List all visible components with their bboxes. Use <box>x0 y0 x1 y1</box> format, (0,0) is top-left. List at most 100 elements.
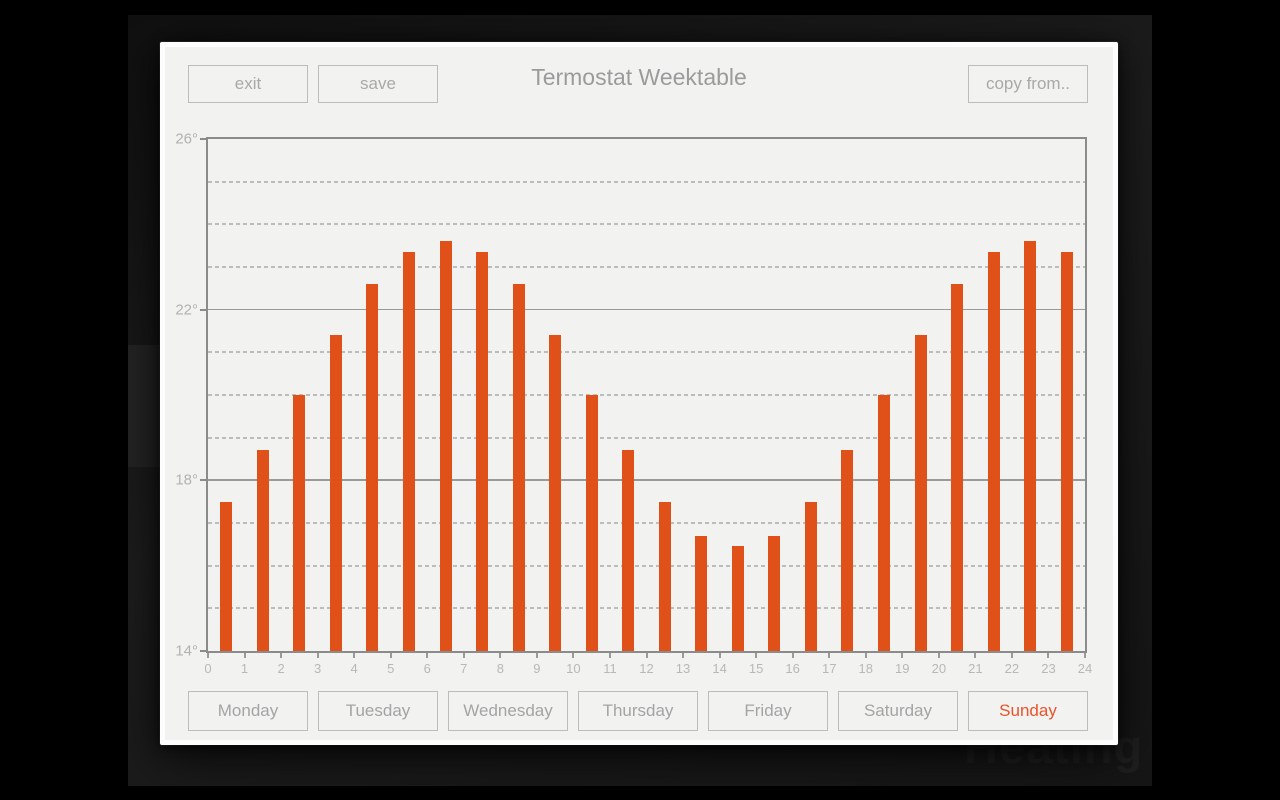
x-axis-tick <box>389 653 392 658</box>
x-axis-tick <box>901 653 904 658</box>
minor-gridline <box>208 223 1085 226</box>
day-tab-tuesday[interactable]: Tuesday <box>318 691 438 731</box>
x-axis-tick <box>1084 653 1086 658</box>
temp-bar-hour-16[interactable] <box>804 501 817 651</box>
y-axis-tick <box>200 479 206 482</box>
x-axis-tick <box>426 653 429 658</box>
temp-bar-hour-10[interactable] <box>585 395 598 651</box>
x-axis-tick <box>608 653 611 658</box>
day-tab-saturday[interactable]: Saturday <box>838 691 958 731</box>
dialog-title: Termostat Weektable <box>531 64 747 90</box>
minor-gridline <box>208 266 1085 268</box>
temp-bar-hour-23[interactable] <box>1060 252 1073 651</box>
temp-bar-hour-2[interactable] <box>293 395 306 651</box>
x-axis-tick <box>645 653 648 658</box>
x-axis-tick <box>572 653 575 658</box>
thermostat-weektable-dialog: exit save Termostat Weektable copy from.… <box>160 42 1118 745</box>
x-axis-tick <box>1010 653 1013 658</box>
y-axis-label: 22° <box>175 301 198 319</box>
day-tab-sunday[interactable]: Sunday <box>968 691 1088 731</box>
minor-gridline <box>208 522 1085 524</box>
x-axis-tick <box>316 653 319 658</box>
temp-bar-hour-11[interactable] <box>622 450 635 651</box>
temp-bar-hour-15[interactable] <box>768 535 781 651</box>
x-axis-tick <box>937 653 940 658</box>
y-axis-label: 18° <box>175 471 198 489</box>
x-axis-label: 21 <box>968 661 983 676</box>
x-axis-tick <box>755 653 758 658</box>
temp-bar-hour-9[interactable] <box>549 335 562 651</box>
temp-bar-hour-17[interactable] <box>841 450 854 651</box>
x-axis-label: 22 <box>1004 661 1020 676</box>
temp-bar-hour-18[interactable] <box>878 395 891 651</box>
x-axis-tick <box>353 653 356 658</box>
temp-bar-hour-22[interactable] <box>1024 241 1037 651</box>
x-axis-tick <box>791 653 794 658</box>
temp-bar-hour-3[interactable] <box>329 335 342 651</box>
day-tab-friday[interactable]: Friday <box>708 691 828 731</box>
x-axis-tick <box>207 653 209 658</box>
y-axis-tick <box>200 308 206 311</box>
x-axis-tick <box>499 653 502 658</box>
minor-gridline <box>208 351 1085 354</box>
x-axis-label: 2 <box>277 661 285 676</box>
temp-bar-hour-8[interactable] <box>512 284 525 651</box>
major-gridline <box>208 479 1085 481</box>
save-button[interactable]: save <box>318 65 438 103</box>
x-axis-label: 3 <box>314 661 322 676</box>
temp-bar-hour-4[interactable] <box>366 284 379 651</box>
temp-bar-hour-1[interactable] <box>256 450 269 651</box>
x-axis-label: 12 <box>639 661 654 676</box>
x-axis-label: 5 <box>387 661 395 676</box>
x-axis-tick <box>864 653 867 658</box>
temp-bar-hour-13[interactable] <box>695 535 708 651</box>
minor-gridline <box>208 436 1085 439</box>
day-tab-monday[interactable]: Monday <box>188 691 308 731</box>
temp-bar-hour-19[interactable] <box>914 335 927 651</box>
x-axis-tick <box>280 653 283 658</box>
copy-from-button[interactable]: copy from.. <box>968 65 1088 103</box>
temp-bar-hour-20[interactable] <box>951 284 964 651</box>
x-axis-label: 4 <box>350 661 358 676</box>
x-axis-label: 9 <box>533 661 541 676</box>
temp-bar-hour-21[interactable] <box>987 252 1000 651</box>
x-axis-label: 1 <box>240 661 249 676</box>
x-axis-label: 8 <box>496 661 504 676</box>
x-axis-label: 15 <box>748 661 764 676</box>
day-tab-thursday[interactable]: Thursday <box>578 691 698 731</box>
x-axis-label: 19 <box>895 661 910 676</box>
x-axis-tick <box>1047 653 1050 658</box>
x-axis-tick <box>243 653 246 658</box>
exit-button[interactable]: exit <box>188 65 308 103</box>
temp-bar-hour-5[interactable] <box>402 252 415 651</box>
x-axis-tick <box>535 653 538 658</box>
background-panel-fragment <box>128 345 161 467</box>
x-axis-label: 10 <box>566 661 581 676</box>
x-axis-label: 20 <box>931 661 947 676</box>
temp-bar-hour-6[interactable] <box>439 241 452 651</box>
plot-area[interactable]: 26° 22° 18° 14° 0 1 2 3 4 5 6 7 8 9 10 11 12 13 14 15 16 17 18… <box>175 131 1092 677</box>
minor-gridline <box>208 564 1085 567</box>
x-axis-label: 17 <box>821 661 837 676</box>
x-axis-label: 24 <box>1077 661 1093 676</box>
x-axis-label: 16 <box>785 661 800 676</box>
x-axis-tick <box>462 653 465 658</box>
x-axis-tick <box>974 653 977 658</box>
temp-bar-hour-14[interactable] <box>731 546 744 651</box>
x-axis-tick <box>682 653 685 658</box>
temp-bar-hour-7[interactable] <box>476 252 489 651</box>
x-axis-label: 18 <box>858 661 873 676</box>
x-axis-label: 23 <box>1041 661 1056 676</box>
y-axis-tick <box>200 650 206 652</box>
x-axis-label: 13 <box>675 661 691 676</box>
x-axis-label: 7 <box>460 661 468 676</box>
x-axis-label: 6 <box>423 661 431 676</box>
y-axis-label: 26° <box>175 130 198 148</box>
temp-bar-hour-0[interactable] <box>220 501 233 651</box>
temp-bar-hour-12[interactable] <box>658 501 671 651</box>
y-axis-label: 14° <box>175 642 198 660</box>
y-axis-tick <box>200 138 206 140</box>
day-tab-wednesday[interactable]: Wednesday <box>448 691 568 731</box>
x-axis-tick <box>828 653 831 658</box>
